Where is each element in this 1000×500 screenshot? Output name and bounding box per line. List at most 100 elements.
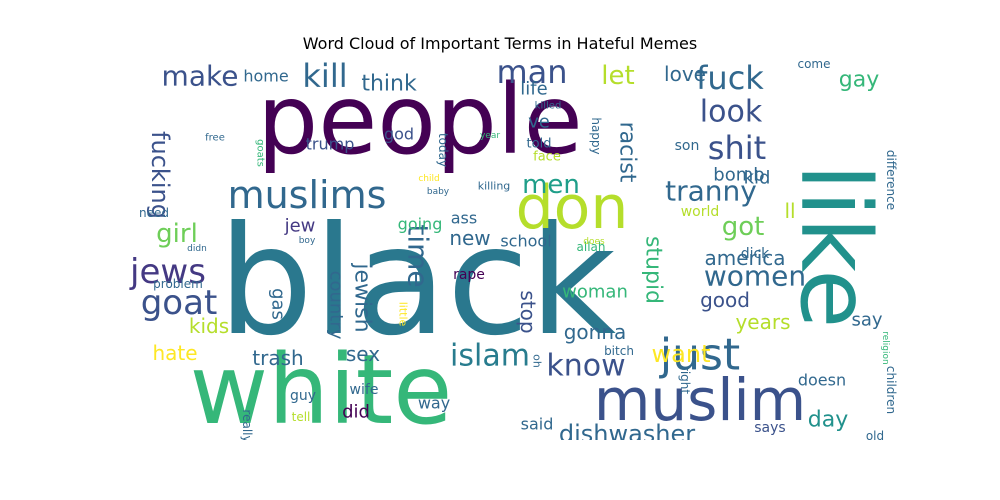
word-kid: kid bbox=[744, 168, 771, 189]
word-jewish: jewish bbox=[350, 262, 375, 332]
word-got: got bbox=[722, 212, 765, 242]
word-muslims: muslims bbox=[228, 173, 387, 217]
word-fuck: fuck bbox=[696, 60, 764, 97]
word-man: man bbox=[496, 60, 567, 91]
word-goats: goats bbox=[255, 139, 266, 167]
word-look: look bbox=[700, 95, 763, 130]
word-god: god bbox=[384, 125, 414, 144]
word-difference: difference bbox=[884, 150, 898, 210]
word-women: women bbox=[704, 260, 806, 293]
word-fucking: fucking bbox=[146, 131, 174, 219]
word-bitch: bitch bbox=[604, 344, 634, 358]
word-world: world bbox=[681, 204, 720, 220]
word-problem: problem bbox=[153, 277, 203, 291]
word-know: know bbox=[546, 349, 625, 384]
word-ll: ll bbox=[784, 199, 795, 223]
word-time: time bbox=[402, 224, 435, 287]
word-killed: killed bbox=[535, 101, 562, 112]
word-way: way bbox=[418, 394, 450, 413]
word-just: just bbox=[659, 330, 740, 381]
word-old: old bbox=[866, 429, 884, 440]
word-did: did bbox=[342, 402, 370, 423]
word-white: white bbox=[190, 334, 453, 440]
word-allah: allah bbox=[577, 240, 606, 254]
word-gay: gay bbox=[839, 68, 879, 93]
word-home: home bbox=[243, 67, 288, 86]
word-doesn: doesn bbox=[798, 371, 846, 390]
word-say: say bbox=[851, 310, 882, 331]
word-little: little bbox=[397, 302, 410, 327]
word-guy: guy bbox=[290, 388, 316, 404]
word-baby: baby bbox=[427, 187, 450, 197]
word-stupid: stupid bbox=[641, 236, 666, 304]
word-rape: rape bbox=[453, 267, 485, 283]
word-want: want bbox=[652, 340, 711, 368]
word-says: says bbox=[754, 420, 785, 436]
word-killing: killing bbox=[478, 180, 511, 193]
word-day: day bbox=[808, 408, 848, 433]
word-gas: gas bbox=[268, 288, 289, 320]
chart-title: Word Cloud of Important Terms in Hateful… bbox=[302, 34, 698, 53]
word-years: years bbox=[735, 310, 790, 334]
word-face: face bbox=[533, 150, 561, 165]
word-country: country bbox=[326, 271, 347, 340]
word-trump: trump bbox=[306, 135, 355, 154]
word-religion: religion bbox=[880, 331, 890, 364]
word-america: america bbox=[704, 246, 785, 270]
word-black: black bbox=[218, 195, 616, 369]
word-islam: islam bbox=[450, 339, 530, 374]
word-new: new bbox=[449, 226, 490, 250]
word-woman: woman bbox=[562, 282, 628, 303]
word-today: today bbox=[436, 133, 450, 167]
word-year: year bbox=[480, 131, 500, 141]
word-gonna: gonna bbox=[564, 320, 627, 344]
word-boy: boy bbox=[299, 236, 316, 246]
word-free: free bbox=[205, 133, 225, 144]
word-told: told bbox=[527, 137, 552, 152]
word-girl: girl bbox=[156, 219, 198, 249]
word-ass: ass bbox=[451, 209, 477, 228]
word-children: children bbox=[884, 366, 898, 414]
word-wife: wife bbox=[350, 382, 379, 398]
word-tell: tell bbox=[292, 410, 311, 424]
word-make: make bbox=[162, 60, 239, 93]
word-happy: happy bbox=[589, 117, 603, 154]
word-come: come bbox=[797, 60, 830, 71]
word-need: need bbox=[139, 206, 169, 220]
word-like: like bbox=[779, 164, 891, 329]
word-kill: kill bbox=[302, 60, 347, 95]
word-dick: dick bbox=[741, 246, 770, 262]
word-good: good bbox=[700, 288, 750, 312]
word-let: let bbox=[601, 61, 634, 91]
word-sex: sex bbox=[346, 342, 380, 366]
word-child: child bbox=[418, 174, 439, 184]
word-school: school bbox=[500, 232, 551, 251]
word-jew: jew bbox=[284, 216, 316, 237]
word-men: men bbox=[522, 170, 580, 200]
word-really: really bbox=[240, 409, 254, 440]
word-stop: stop bbox=[516, 290, 540, 333]
word-shit: shit bbox=[708, 129, 766, 167]
word-son: son bbox=[675, 138, 700, 154]
word-love: love bbox=[664, 62, 706, 86]
word-ve: ve bbox=[528, 112, 550, 133]
word-oh: oh bbox=[531, 354, 544, 368]
word-people: people bbox=[257, 64, 582, 176]
word-said: said bbox=[521, 415, 554, 434]
word-tranny: tranny bbox=[665, 175, 757, 208]
word-racist: racist bbox=[615, 122, 640, 183]
word-going: going bbox=[398, 215, 443, 234]
word-right: right bbox=[678, 366, 692, 394]
word-jews: jews bbox=[129, 252, 206, 292]
word-life: life bbox=[520, 79, 547, 100]
word-dishwasher: dishwasher bbox=[559, 420, 695, 440]
word-does: does bbox=[583, 237, 605, 247]
word-kids: kids bbox=[189, 314, 229, 338]
word-bomb: bomb bbox=[713, 165, 764, 186]
word-trash: trash bbox=[252, 346, 303, 370]
word-didn: didn bbox=[187, 244, 207, 254]
word-hate: hate bbox=[152, 341, 197, 365]
word-goat: goat bbox=[141, 283, 218, 323]
word-don: don bbox=[516, 173, 629, 243]
